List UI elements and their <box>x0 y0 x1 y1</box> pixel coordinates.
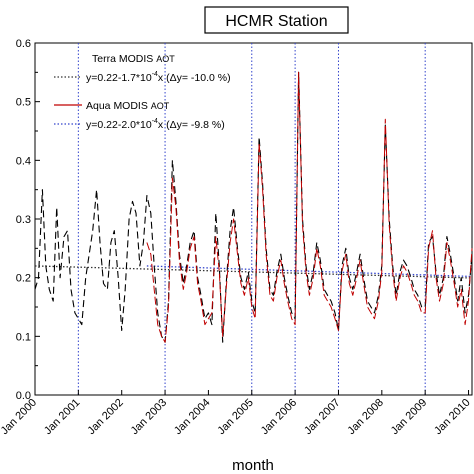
trend-lines <box>34 265 473 279</box>
series-terra-line <box>34 71 473 343</box>
x-tick-label: Jan 2008 <box>345 397 385 437</box>
chart-title: HCMR Station <box>225 13 327 30</box>
y-tick-label: 0.1 <box>16 331 31 343</box>
x-tick-label: Jan 2004 <box>172 397 212 437</box>
y-tick-label: 0.5 <box>16 97 31 109</box>
legend-aqua-trend: y=0.22-2.0*10-4x (Δy= -9.8 %) <box>86 118 225 131</box>
y-tick-label: 0.3 <box>16 214 31 226</box>
trend-line <box>34 265 473 279</box>
x-tick-label: Jan 2002 <box>85 397 125 437</box>
series-aqua-line <box>146 71 473 343</box>
series-layer <box>34 71 473 343</box>
legend: Terra MODIS AOT y=0.22-1.7*10-4x (Δy= -1… <box>54 53 231 131</box>
trend-line <box>146 265 473 278</box>
legend-terra-trend: y=0.22-1.7*10-4x (Δy= -10.0 %) <box>86 71 231 84</box>
x-axis: Jan 2000 Jan 2001 Jan 2002 Jan 2003 Jan 2004… <box>0 390 473 437</box>
x-tick-label: Jan 2001 <box>42 397 82 437</box>
y-tick-label: 0.4 <box>16 155 31 167</box>
title-box <box>204 6 349 34</box>
reference-lines <box>77 43 426 395</box>
x-tick-label: Jan 2009 <box>389 397 429 437</box>
plot-frame <box>34 42 473 396</box>
x-tick-label: Jan 2010 <box>432 397 472 437</box>
x-tick-label: Jan 2005 <box>215 397 255 437</box>
x-tick-label: Jan 2000 <box>0 397 39 437</box>
y-tick-label: 0.6 <box>16 38 31 50</box>
legend-terra-name: Terra MODIS AOT <box>92 53 175 65</box>
y-tick-label: 0.0 <box>16 390 31 402</box>
x-tick-label: Jan 2003 <box>129 397 169 437</box>
x-tick-label: Jan 2007 <box>302 397 342 437</box>
x-axis-label: month <box>232 457 274 474</box>
y-tick-label: 0.2 <box>16 273 31 285</box>
legend-aqua-name: Aqua MODIS AOT <box>86 100 170 112</box>
x-tick-label: Jan 2006 <box>259 397 299 437</box>
y-axis: 0.0 0.1 0.2 0.3 0.4 0.5 0.6 <box>16 38 40 402</box>
